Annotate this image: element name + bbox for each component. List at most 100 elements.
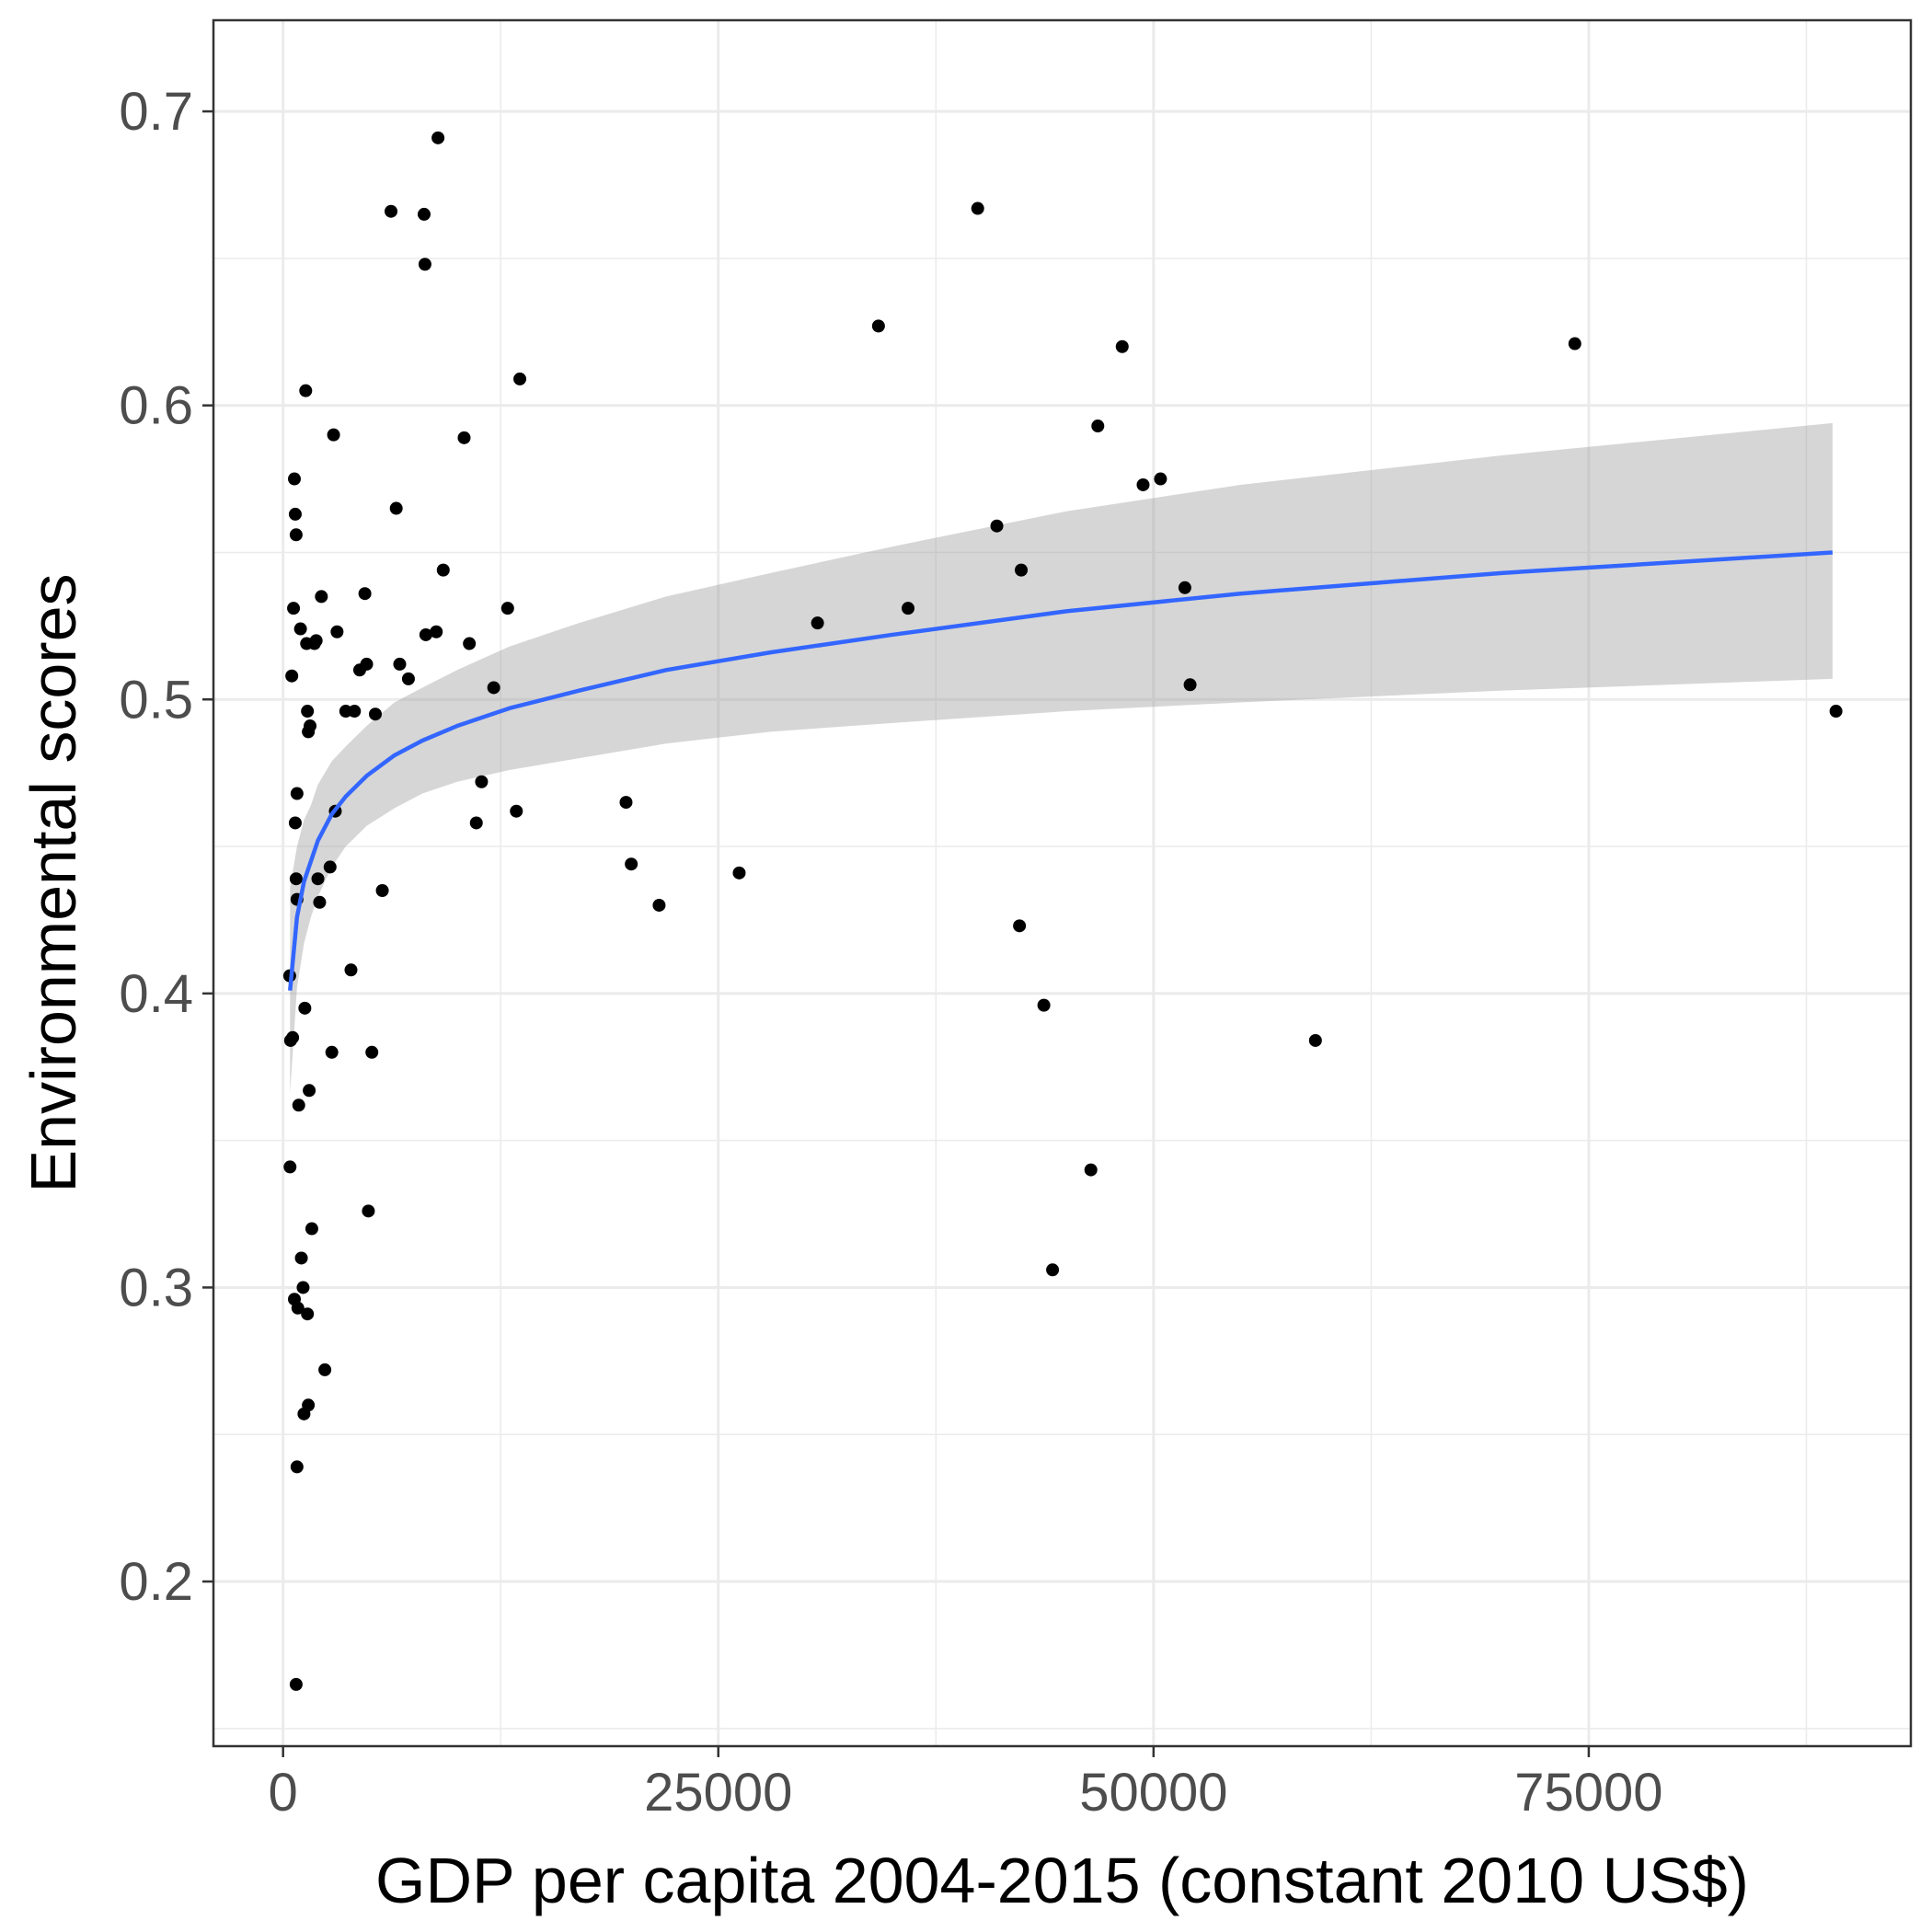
data-point	[1568, 337, 1581, 351]
confidence-band-layer	[290, 422, 1833, 1094]
y-tick-label: 0.3	[119, 1258, 193, 1317]
data-point	[362, 1204, 375, 1218]
data-point	[292, 1098, 305, 1112]
data-point	[625, 857, 638, 871]
major-grid	[213, 20, 1911, 1746]
x-axis-title: GDP per capita 2004-2015 (constant 2010 …	[375, 1845, 1749, 1916]
data-point	[513, 372, 527, 385]
x-axis-ticks: 0 25000 50000 75000	[269, 1746, 1663, 1823]
data-point	[375, 883, 389, 897]
data-point	[290, 1460, 304, 1474]
data-point	[811, 616, 824, 630]
data-point	[419, 627, 432, 641]
data-point	[1154, 472, 1167, 486]
x-tick-label: 0	[269, 1763, 298, 1823]
data-point	[287, 472, 301, 486]
data-point	[289, 1677, 303, 1691]
data-point	[652, 898, 666, 912]
data-point	[500, 602, 514, 615]
data-point	[291, 1301, 305, 1315]
data-point	[385, 204, 398, 218]
data-point	[287, 602, 301, 615]
data-point	[301, 705, 315, 719]
data-point	[358, 587, 372, 601]
y-tick-label: 0.6	[119, 376, 193, 436]
data-point	[871, 319, 885, 333]
data-point	[431, 131, 445, 144]
data-point	[330, 625, 344, 638]
y-tick-label: 0.5	[119, 670, 193, 730]
confidence-band	[290, 422, 1833, 1094]
data-point	[1829, 705, 1843, 719]
x-tick-label: 25000	[644, 1763, 792, 1823]
y-axis-title: Environmental scores	[17, 573, 89, 1192]
data-point	[311, 872, 325, 886]
data-point	[1183, 678, 1197, 692]
y-tick-label: 0.7	[119, 82, 193, 142]
data-point	[285, 669, 299, 683]
data-point	[401, 672, 415, 685]
data-point	[1084, 1163, 1098, 1177]
data-point	[315, 590, 328, 604]
data-point	[436, 563, 450, 577]
data-point	[430, 625, 443, 638]
data-point	[304, 719, 317, 733]
y-tick-label: 0.4	[119, 964, 193, 1024]
data-point	[288, 816, 302, 830]
data-point	[301, 1307, 315, 1321]
data-point	[1013, 919, 1027, 933]
data-point	[902, 602, 915, 615]
y-tick-label: 0.2	[119, 1552, 193, 1612]
data-point	[619, 796, 633, 810]
data-point	[348, 705, 362, 719]
smooth-trend-line	[288, 550, 1833, 991]
data-point	[510, 804, 523, 818]
data-point	[417, 207, 431, 221]
data-point	[1015, 563, 1029, 577]
data-point	[475, 775, 489, 788]
data-point	[389, 501, 403, 515]
data-point	[288, 507, 302, 521]
data-points	[282, 131, 1843, 1691]
data-point	[365, 1045, 379, 1059]
data-point	[1115, 339, 1129, 353]
data-point	[368, 707, 382, 721]
data-point	[1178, 581, 1191, 594]
data-point	[990, 519, 1004, 533]
data-point	[294, 1251, 308, 1265]
data-point	[296, 1281, 310, 1294]
data-point	[463, 637, 477, 650]
data-point	[418, 258, 431, 271]
data-point	[289, 872, 303, 886]
data-point	[393, 657, 407, 671]
data-point	[299, 384, 313, 397]
data-point	[303, 1084, 316, 1098]
minor-grid	[213, 20, 1911, 1746]
data-point	[1136, 477, 1150, 491]
data-point	[318, 1363, 332, 1376]
data-point	[487, 681, 500, 695]
data-point	[309, 634, 323, 648]
data-point	[283, 1160, 297, 1174]
data-point	[286, 1030, 300, 1044]
y-axis-ticks: 0.2 0.3 0.4 0.5 0.6 0.7	[119, 82, 213, 1612]
data-point	[344, 963, 358, 977]
data-point	[1308, 1033, 1322, 1047]
data-point	[1046, 1263, 1060, 1277]
data-point	[302, 1398, 316, 1412]
smooth-line-layer	[288, 550, 1833, 991]
data-point	[289, 528, 303, 542]
data-point	[1091, 420, 1105, 433]
data-point	[298, 1001, 312, 1015]
data-point	[1037, 998, 1051, 1012]
data-point	[457, 431, 471, 444]
data-point	[971, 201, 984, 215]
data-point	[290, 787, 304, 800]
data-point	[323, 860, 337, 874]
data-point	[313, 895, 327, 909]
data-point	[732, 866, 746, 880]
panel-border	[212, 18, 1913, 1748]
